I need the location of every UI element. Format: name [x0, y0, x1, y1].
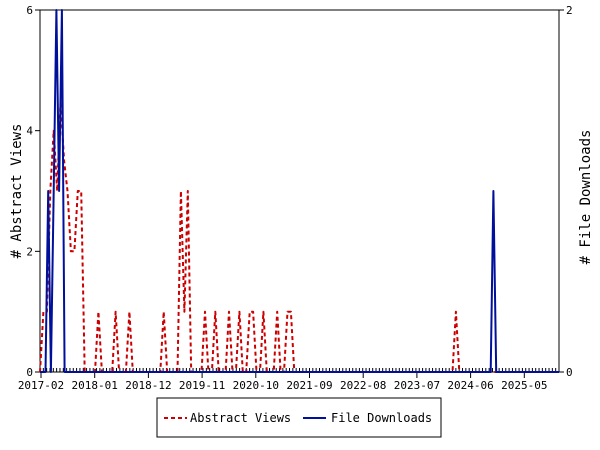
y-axis-title-left: # Abstract Views	[9, 124, 25, 259]
y-right-tick-label: 0	[566, 366, 573, 379]
x-tick-label: 2018-01	[72, 379, 118, 392]
y-right-tick-label: 2	[566, 4, 573, 17]
y-left-tick-label: 2	[26, 245, 33, 258]
legend-label-abstract-views: Abstract Views	[190, 411, 291, 425]
series-line-abstract-views	[39, 99, 559, 373]
series-line-file-downloads	[40, 9, 559, 373]
x-tick-label: 2019-11	[179, 379, 225, 392]
legend-label-file-downloads: File Downloads	[331, 411, 432, 425]
x-tick-label: 2023-07	[394, 379, 440, 392]
legend-box	[156, 397, 442, 438]
y-left-tick-label: 6	[26, 4, 33, 17]
x-tick-label: 2021-09	[286, 379, 332, 392]
x-tick-label: 2018-12	[125, 379, 171, 392]
x-tick-label: 2024-06	[447, 379, 493, 392]
y-axis-ticks: 0 2 4 6 0 2	[26, 4, 572, 379]
x-tick-label: 2017-02	[18, 379, 64, 392]
legend: Abstract Views File Downloads	[156, 397, 442, 438]
y-left-tick-label: 0	[26, 366, 33, 379]
plot-area	[39, 9, 560, 373]
x-tick-label: 2022-08	[340, 379, 386, 392]
y-axis-title-right: # File Downloads	[578, 130, 594, 265]
series-layer	[39, 9, 559, 373]
y-left-tick-label: 4	[26, 125, 33, 138]
x-tick-label: 2025-05	[501, 379, 547, 392]
x-tick-label: 2020-10	[233, 379, 279, 392]
